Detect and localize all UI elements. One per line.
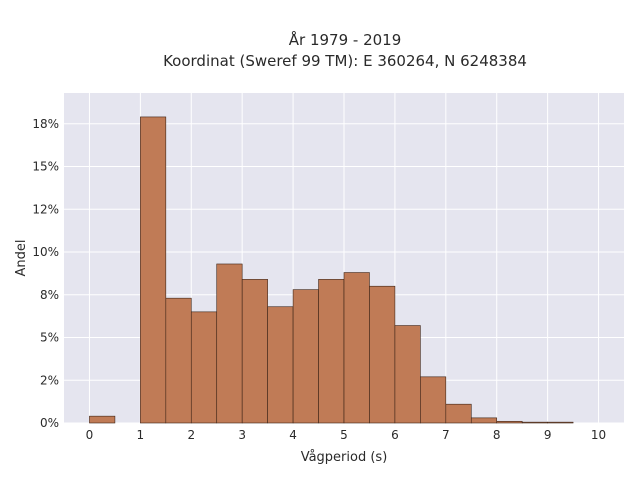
bars — [89, 116, 574, 424]
y-axis-label: Andel — [14, 240, 29, 277]
y-tick-label: 15% — [32, 160, 59, 174]
y-tick-label: 5% — [40, 331, 59, 345]
x-tick-label: 2 — [187, 428, 195, 442]
histogram-bar — [241, 279, 268, 424]
histogram-bar — [318, 279, 345, 424]
y-tick-label: 0% — [40, 416, 59, 430]
histogram-bar — [190, 311, 218, 424]
histogram-bar — [165, 297, 192, 424]
chart-title-line2: Koordinat (Sweref 99 TM): E 360264, N 62… — [163, 52, 527, 70]
histogram-bar — [140, 116, 167, 424]
x-tick-label: 4 — [289, 428, 297, 442]
x-tick-label: 0 — [86, 428, 94, 442]
histogram-bar — [292, 289, 319, 424]
x-tick-label: 9 — [544, 428, 552, 442]
y-tick-label: 12% — [32, 202, 59, 216]
x-tick-label: 5 — [340, 428, 348, 442]
histogram-bar — [496, 420, 523, 424]
histogram-bar — [267, 306, 294, 424]
histogram-bar — [547, 421, 574, 424]
histogram-bar — [470, 417, 498, 424]
histogram-bar — [89, 415, 116, 424]
histogram-bar — [521, 421, 548, 424]
x-axis-label: Vågperiod (s) — [301, 450, 388, 465]
x-tick-label: 6 — [391, 428, 399, 442]
x-tick-label: 3 — [238, 428, 246, 442]
histogram-bar — [343, 272, 370, 424]
x-tick-label: 7 — [442, 428, 450, 442]
x-tick-label: 8 — [493, 428, 501, 442]
histogram-bar — [216, 263, 243, 424]
y-tick-label: 2% — [40, 373, 59, 387]
histogram-bar — [420, 376, 447, 424]
x-tick-label: 10 — [591, 428, 606, 442]
histogram-bar — [369, 285, 396, 424]
y-tick-label: 18% — [32, 117, 59, 131]
histogram-bar — [394, 325, 421, 424]
y-tick-label: 8% — [40, 288, 59, 302]
y-tick-label: 10% — [32, 245, 59, 259]
x-tick-label: 1 — [137, 428, 145, 442]
tick-labels: 0 1 2 3 4 5 6 7 8 9 10 0% 2% 5% 8% 10% 12% 15% 18% — [32, 117, 606, 442]
histogram-bar — [445, 403, 472, 424]
chart-title-line1: År 1979 - 2019 — [289, 30, 402, 49]
